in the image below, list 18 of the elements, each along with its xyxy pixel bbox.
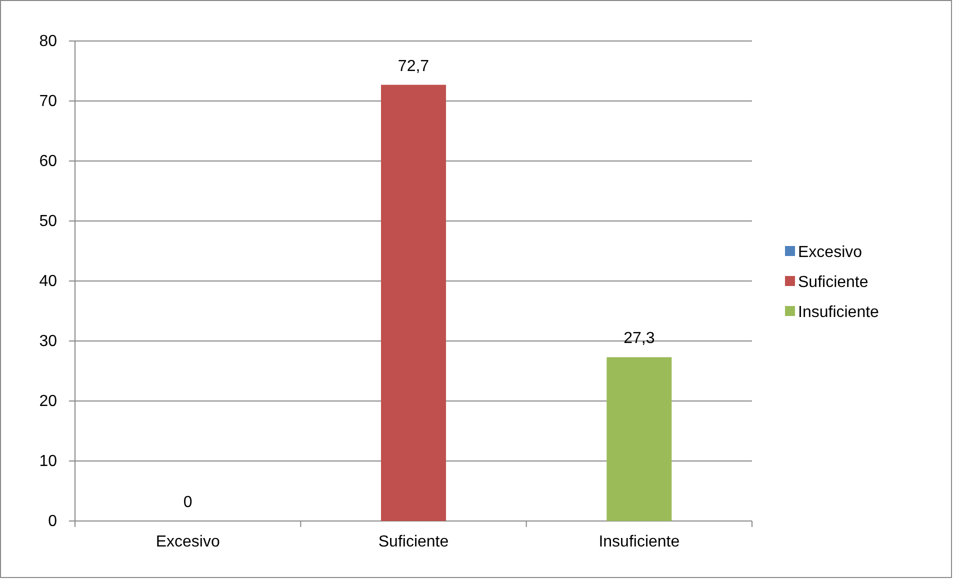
y-tick-label: 0 — [48, 513, 58, 530]
legend-label: Suficiente — [798, 274, 868, 291]
y-tick-label: 10 — [39, 453, 58, 470]
y-tick-label: 50 — [39, 213, 58, 230]
x-tick-label: Excesivo — [156, 533, 220, 550]
data-label: 0 — [183, 494, 192, 511]
y-tick-label: 40 — [39, 273, 58, 290]
y-tick-label: 20 — [39, 393, 58, 410]
y-tick-label: 60 — [39, 153, 58, 170]
y-tick-label: 80 — [39, 33, 58, 50]
legend-label: Excesivo — [798, 244, 862, 261]
data-label: 72,7 — [398, 58, 430, 75]
data-label: 27,3 — [624, 330, 655, 348]
x-tick-label: Suficiente — [378, 533, 449, 550]
y-tick-label: 70 — [39, 93, 58, 110]
legend-label: Insuficiente — [798, 304, 880, 321]
y-tick-label: 30 — [39, 333, 58, 350]
x-tick-label: Insuficiente — [598, 533, 680, 550]
